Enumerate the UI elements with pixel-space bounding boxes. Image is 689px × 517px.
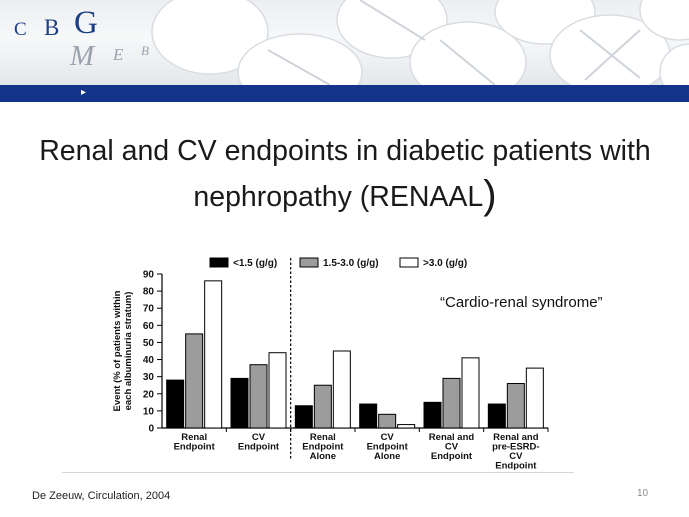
logo-letter: E (113, 45, 124, 64)
bar (359, 403, 378, 429)
y-tick-label: 50 (143, 338, 155, 349)
category-label: Endpoint (431, 451, 473, 462)
legend-swatch (299, 257, 319, 268)
header-navbar (0, 85, 689, 102)
y-axis-title: each albuminuria stratum) (123, 292, 134, 411)
category-label: CV (252, 432, 266, 443)
bar (230, 377, 249, 429)
y-tick-label: 40 (143, 355, 155, 366)
logo-letter: B (141, 43, 149, 58)
category-label: CV (445, 442, 459, 453)
bar (268, 352, 287, 429)
legend-label: <1.5 (g/g) (233, 258, 277, 269)
y-tick-label: 0 (148, 424, 154, 435)
legend-swatch (399, 257, 419, 268)
y-tick-label: 20 (143, 389, 155, 400)
bar (397, 424, 416, 429)
bar (185, 333, 204, 429)
y-tick-label: 60 (143, 321, 155, 332)
header-banner: C B G M E B (0, 0, 689, 85)
y-tick-label: 10 (143, 406, 155, 417)
category-label: Alone (374, 451, 400, 462)
bar (442, 377, 461, 429)
bar (294, 405, 313, 429)
category-label: Renal (310, 432, 336, 443)
page-number: 10 (637, 488, 649, 499)
triangle-right-icon: ▸ (81, 87, 87, 98)
bar (249, 364, 268, 429)
bar (506, 383, 525, 429)
pills-background-image (151, 0, 689, 85)
category-label: Renal and (493, 432, 539, 443)
bar (204, 280, 223, 429)
footer-divider (62, 472, 574, 473)
legend-label: >3.0 (g/g) (423, 258, 467, 269)
slide-title-bracket: ) (483, 173, 497, 217)
category-label: Endpoint (238, 442, 280, 453)
y-tick-label: 70 (143, 304, 155, 315)
category-label: Renal and (429, 432, 475, 443)
y-tick-label: 90 (143, 270, 155, 281)
bar (487, 403, 506, 429)
category-label: Endpoint (174, 442, 216, 453)
y-axis-title: Event (% of patients within (112, 290, 123, 411)
logo-letter: B (44, 15, 60, 40)
legend-label: 1.5-3.0 (g/g) (323, 258, 379, 269)
logo-letter: M (70, 40, 95, 72)
category-label: Endpoint (302, 442, 344, 453)
bar (378, 413, 397, 429)
category-label: Endpoint (495, 461, 537, 471)
y-tick-label: 80 (143, 287, 155, 298)
y-tick-label: 30 (143, 372, 155, 383)
category-label: Alone (310, 451, 336, 462)
bar (423, 401, 442, 429)
source-citation: De Zeeuw, Circulation, 2004 (32, 490, 171, 502)
category-label: CV (509, 451, 523, 462)
bar (166, 379, 185, 429)
bar-chart: 0 10 20 30 40 50 60 70 80 90 Event (% of patients … (112, 257, 549, 471)
slide-title: Renal and CV endpoints in diabetic patie… (20, 128, 670, 220)
bar (332, 350, 351, 429)
bar (313, 384, 332, 429)
logo-letter: G (74, 5, 98, 41)
bar (525, 367, 544, 429)
logo-letter: C (14, 19, 28, 40)
legend-swatch (209, 257, 229, 268)
category-label: pre-ESRD- (492, 442, 540, 453)
category-label: CV (381, 432, 395, 443)
slide-title-text: Renal and CV endpoints in diabetic patie… (39, 135, 651, 213)
category-label: Endpoint (367, 442, 409, 453)
category-label: Renal (181, 432, 207, 443)
chart-annotation: “Cardio-renal syndrome” (440, 294, 603, 311)
bar (461, 357, 480, 429)
